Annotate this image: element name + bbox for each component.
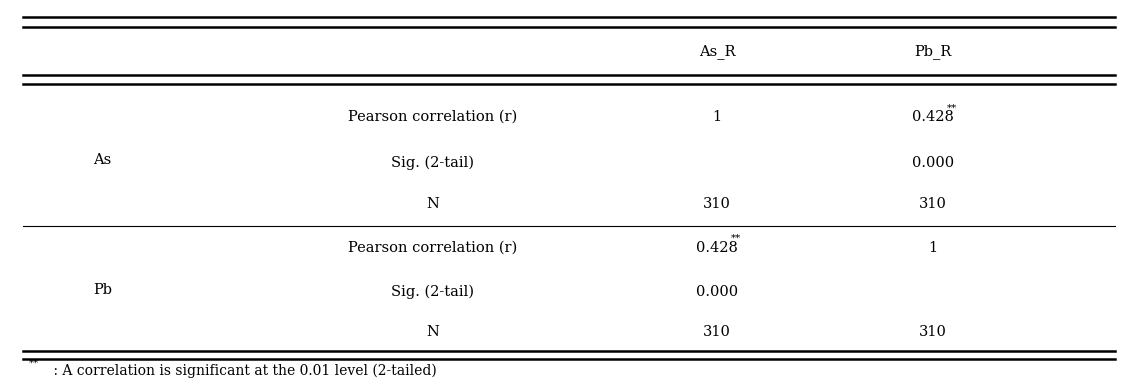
Text: Pearson correlation (r): Pearson correlation (r) — [348, 110, 517, 124]
Text: 1: 1 — [712, 110, 721, 124]
Text: 310: 310 — [703, 197, 731, 210]
Text: Pearson correlation (r): Pearson correlation (r) — [348, 241, 517, 255]
Text: 0.428: 0.428 — [696, 241, 737, 255]
Text: N: N — [426, 197, 439, 210]
Text: 0.000: 0.000 — [912, 156, 955, 170]
Text: N: N — [426, 325, 439, 339]
Text: 0.428: 0.428 — [913, 110, 954, 124]
Text: Sig. (2-tail): Sig. (2-tail) — [391, 285, 473, 299]
Text: Pb: Pb — [93, 283, 112, 297]
Text: 1: 1 — [929, 241, 938, 255]
Text: **: ** — [947, 104, 957, 113]
Text: As_R: As_R — [699, 45, 735, 59]
Text: **: ** — [28, 359, 39, 368]
Text: : A correlation is significant at the 0.01 level (2-tailed): : A correlation is significant at the 0.… — [49, 363, 437, 378]
Text: Sig. (2-tail): Sig. (2-tail) — [391, 156, 473, 170]
Text: **: ** — [731, 234, 741, 243]
Text: Pb_R: Pb_R — [915, 45, 951, 59]
Text: 310: 310 — [703, 325, 731, 339]
Text: 0.000: 0.000 — [695, 285, 739, 299]
Text: 310: 310 — [920, 197, 947, 210]
Text: As: As — [93, 153, 112, 167]
Text: 310: 310 — [920, 325, 947, 339]
